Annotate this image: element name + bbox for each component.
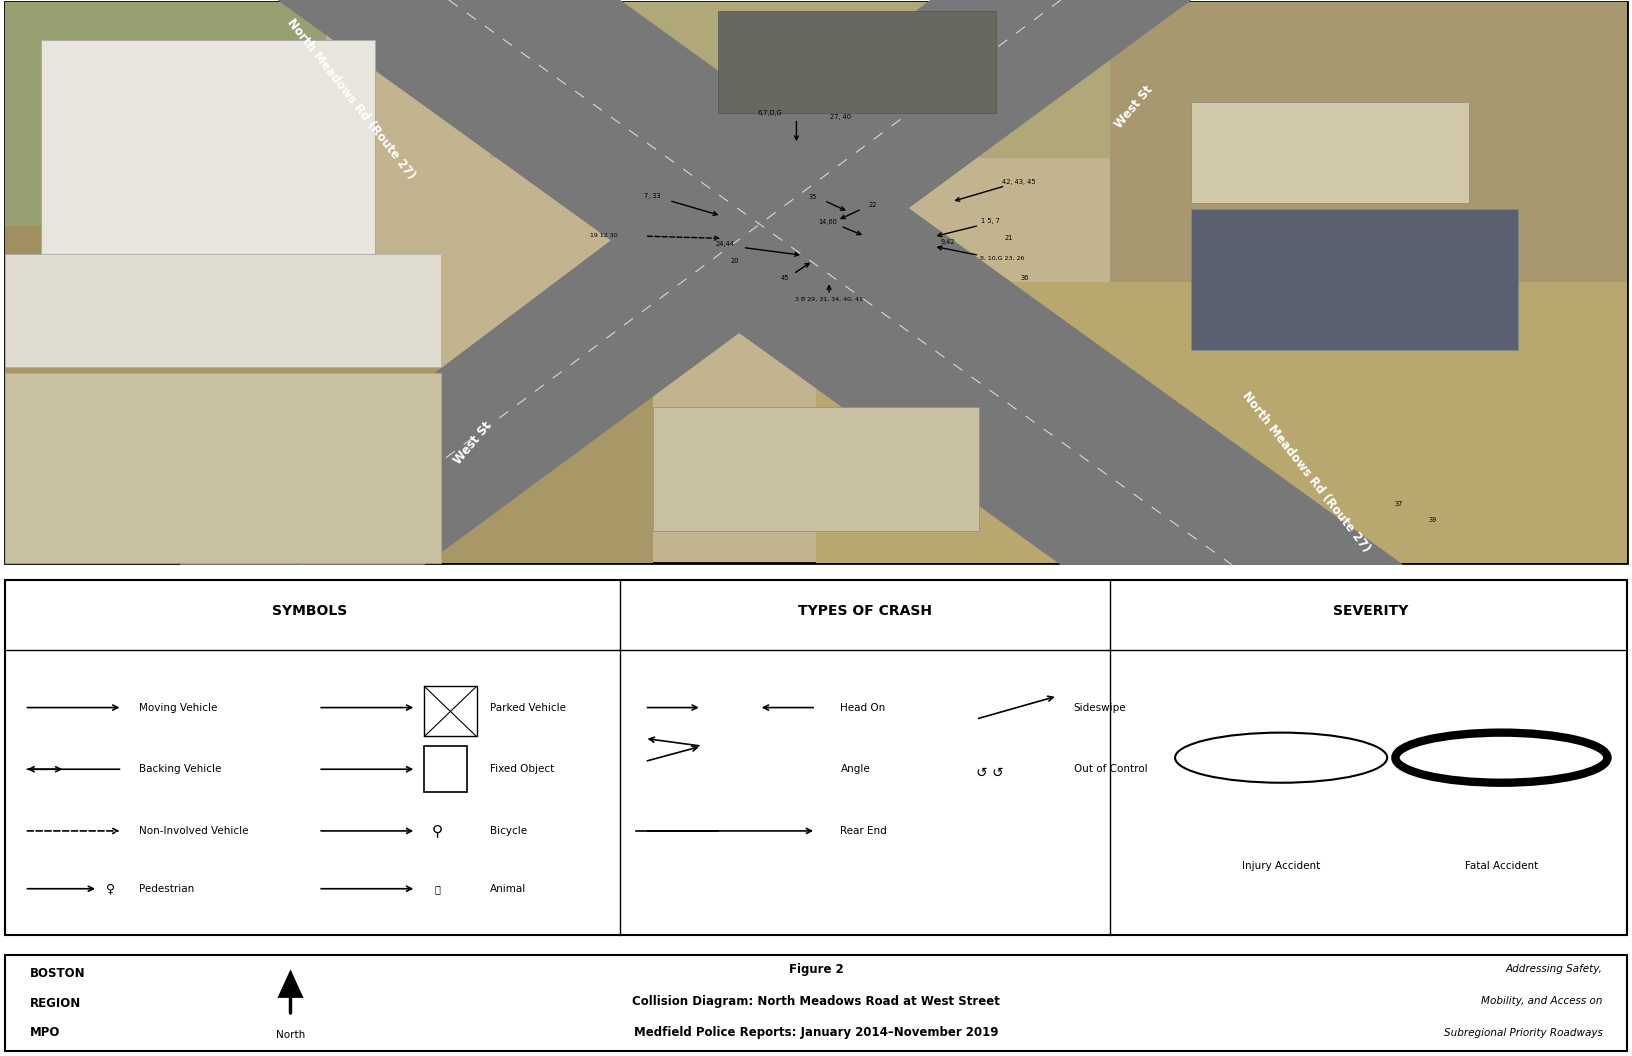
Text: 3 B 29, 31, 34, 40, 41: 3 B 29, 31, 34, 40, 41	[795, 297, 863, 302]
Circle shape	[1175, 733, 1387, 782]
Text: Fixed Object: Fixed Object	[490, 765, 553, 774]
Polygon shape	[277, 969, 304, 998]
Text: 39: 39	[1428, 516, 1438, 523]
Text: 35: 35	[808, 193, 818, 200]
Text: 36: 36	[1020, 275, 1030, 281]
Text: REGION: REGION	[29, 997, 80, 1010]
Text: 22: 22	[868, 202, 878, 208]
Polygon shape	[5, 254, 441, 367]
Polygon shape	[5, 373, 441, 563]
Text: ⚲: ⚲	[432, 824, 442, 838]
Text: 7, 33: 7, 33	[645, 193, 661, 199]
Text: SEVERITY: SEVERITY	[1333, 604, 1408, 618]
Text: Sideswipe: Sideswipe	[1074, 702, 1126, 713]
Text: 1 5, 7: 1 5, 7	[981, 219, 1000, 225]
Text: West St: West St	[1113, 83, 1155, 131]
Polygon shape	[490, 2, 1110, 158]
Text: ↺ ↺: ↺ ↺	[976, 766, 1004, 780]
FancyBboxPatch shape	[5, 581, 1627, 935]
Text: ♀: ♀	[106, 882, 116, 895]
Text: Animal: Animal	[490, 884, 526, 893]
Polygon shape	[718, 12, 996, 113]
FancyBboxPatch shape	[5, 2, 1627, 563]
Bar	[424, 686, 477, 736]
Text: 42, 43, 45: 42, 43, 45	[1002, 178, 1035, 185]
Text: MPO: MPO	[29, 1026, 60, 1039]
Text: West St: West St	[452, 419, 494, 468]
Polygon shape	[41, 39, 375, 254]
Text: 20: 20	[730, 258, 739, 264]
Polygon shape	[5, 367, 653, 563]
Text: 19 12 30: 19 12 30	[591, 232, 617, 238]
Polygon shape	[5, 2, 326, 226]
Text: 6,7,D,G: 6,7,D,G	[757, 110, 783, 116]
Text: Out of Control: Out of Control	[1074, 765, 1147, 774]
Text: 37: 37	[1394, 501, 1404, 507]
Text: 8, 10,G 23, 26: 8, 10,G 23, 26	[979, 257, 1025, 261]
Text: Head On: Head On	[840, 702, 886, 713]
Text: 27, 40: 27, 40	[831, 114, 850, 120]
Text: Angle: Angle	[840, 765, 870, 774]
Text: 14,60: 14,60	[818, 219, 837, 225]
Text: Pedestrian: Pedestrian	[139, 884, 194, 893]
Polygon shape	[1191, 209, 1518, 351]
Text: Medfield Police Reports: January 2014–November 2019: Medfield Police Reports: January 2014–No…	[633, 1026, 999, 1039]
Text: Moving Vehicle: Moving Vehicle	[139, 702, 217, 713]
Text: Fatal Accident: Fatal Accident	[1466, 861, 1537, 870]
Polygon shape	[1191, 101, 1469, 204]
Text: TYPES OF CRASH: TYPES OF CRASH	[798, 604, 932, 618]
Text: Addressing Safety,: Addressing Safety,	[1506, 964, 1603, 975]
Text: Collision Diagram: North Meadows Road at West Street: Collision Diagram: North Meadows Road at…	[632, 995, 1000, 1007]
Text: Mobility, and Access on: Mobility, and Access on	[1482, 996, 1603, 1006]
Text: North Meadows Rd (Route 27): North Meadows Rd (Route 27)	[1239, 389, 1373, 554]
Polygon shape	[277, 0, 1404, 565]
Polygon shape	[5, 226, 326, 563]
Text: SYMBOLS: SYMBOLS	[273, 604, 348, 618]
Text: ⭐: ⭐	[434, 884, 441, 893]
Text: 21: 21	[1004, 235, 1013, 242]
Bar	[424, 747, 467, 792]
FancyBboxPatch shape	[5, 955, 1627, 1051]
Circle shape	[1395, 733, 1608, 782]
Text: 9,42: 9,42	[942, 239, 955, 245]
Text: Rear End: Rear End	[840, 826, 888, 836]
Polygon shape	[816, 282, 1627, 563]
Text: North Meadows Rd (Route 27): North Meadows Rd (Route 27)	[284, 16, 418, 182]
Text: Non-Involved Vehicle: Non-Involved Vehicle	[139, 826, 248, 836]
Polygon shape	[1110, 2, 1627, 282]
Polygon shape	[180, 0, 1191, 565]
Text: Bicycle: Bicycle	[490, 826, 527, 836]
Polygon shape	[653, 407, 979, 531]
Text: 24,44: 24,44	[715, 241, 734, 247]
Text: Subregional Priority Roadways: Subregional Priority Roadways	[1444, 1027, 1603, 1038]
Text: North: North	[276, 1030, 305, 1040]
Text: BOSTON: BOSTON	[29, 967, 85, 980]
Text: Injury Accident: Injury Accident	[1242, 861, 1320, 870]
Text: Backing Vehicle: Backing Vehicle	[139, 765, 220, 774]
Text: Parked Vehicle: Parked Vehicle	[490, 702, 566, 713]
Text: 45: 45	[780, 275, 790, 281]
Text: Figure 2: Figure 2	[788, 963, 844, 976]
